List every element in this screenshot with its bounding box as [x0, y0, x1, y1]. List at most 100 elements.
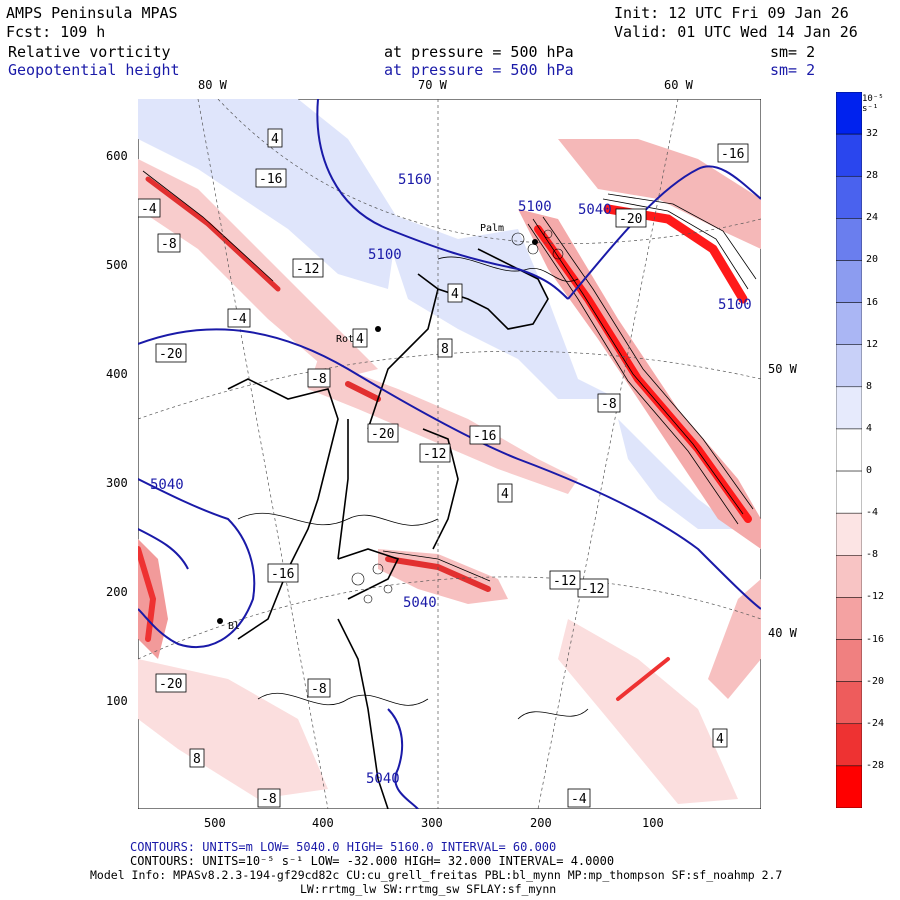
- svg-text:5040: 5040: [150, 477, 184, 493]
- vorticity-label: -8: [311, 682, 327, 697]
- vorticity-label-box: [267, 563, 299, 583]
- vorticity-label: -8: [161, 237, 177, 252]
- vorticity-label: -12: [423, 447, 446, 462]
- vorticity-label-box: [292, 258, 324, 278]
- vorticity-label-box: [157, 233, 181, 253]
- vorticity-label: -20: [159, 347, 182, 362]
- colorbar-cell: [836, 260, 862, 303]
- vorticity-label-box: [419, 443, 451, 463]
- vorticity-label: -4: [571, 792, 587, 807]
- svg-text:5100: 5100: [368, 247, 402, 263]
- colorbar-cell: [836, 723, 862, 767]
- place-label: Palm: [480, 223, 504, 234]
- colorbar-label: -4: [866, 507, 879, 519]
- vorticity-contours: [142, 170, 757, 720]
- colorbar-label: 12: [866, 338, 879, 350]
- colorbar-label: -20: [866, 675, 885, 687]
- place-label: Rothe: [336, 334, 366, 345]
- y-tick: 600: [106, 149, 128, 163]
- height-contour-labels: 5040 5100 5160 5100 5040 5040 5040 5100: [150, 172, 752, 787]
- vorticity-label: -8: [311, 372, 327, 387]
- field2-pressure: at pressure = 500 hPa: [384, 61, 574, 79]
- place-label: Bl: [228, 621, 240, 632]
- colorbar-label: -16: [866, 633, 885, 645]
- vorticity-label: 4: [356, 332, 364, 347]
- vorticity-label: -12: [296, 262, 319, 277]
- colorbar-unit: 10⁻⁵ s⁻¹: [862, 94, 884, 114]
- colorbar-cell: [836, 639, 862, 682]
- x-tick: 500: [204, 816, 226, 830]
- colorbar-label: -12: [866, 591, 885, 603]
- vorticity-label-box: [615, 208, 647, 228]
- svg-text:5040: 5040: [578, 202, 612, 218]
- colorbar-label: 24: [866, 212, 879, 224]
- colorbar-label: -8: [866, 549, 879, 561]
- colorbar-label: 28: [866, 170, 879, 182]
- colorbar-label: 32: [866, 128, 879, 140]
- vorticity-label-box: [227, 308, 251, 328]
- svg-text:5160: 5160: [398, 172, 432, 188]
- vorticity-label-box: [597, 393, 621, 413]
- init-time: Init: 12 UTC Fri 09 Jan 26: [614, 4, 849, 22]
- lon-label: 40 W: [768, 626, 797, 640]
- colorbar-cell: [836, 302, 862, 345]
- colorbar-cell: [836, 386, 862, 430]
- colorbar-label: 0: [866, 465, 873, 477]
- vorticity-label-box: [307, 368, 331, 388]
- lon-label: 50 W: [768, 362, 797, 376]
- vorticity-label: 8: [193, 752, 201, 767]
- geopotential-height-contours: [138, 99, 761, 809]
- vorticity-label: -16: [473, 429, 496, 444]
- field2-name: Geopotential height: [8, 61, 180, 79]
- vorticity-label-box: [497, 483, 513, 503]
- terrain-contours: [351, 229, 564, 604]
- y-tick: 300: [106, 476, 128, 490]
- field1-sm: sm= 2: [770, 43, 816, 61]
- colorbar-label: -24: [866, 717, 885, 729]
- y-tick: 500: [106, 258, 128, 272]
- vorticity-contour-info: CONTOURS: UNITS=10⁻⁵ s⁻¹ LOW= -32.000 HI…: [130, 854, 615, 868]
- lon-label: 80 W: [198, 78, 227, 92]
- svg-text:5040: 5040: [403, 595, 437, 611]
- svg-text:5100: 5100: [518, 199, 552, 215]
- vorticity-label-box: [469, 425, 501, 445]
- svg-text:5100: 5100: [718, 297, 752, 313]
- vorticity-label: -16: [271, 567, 294, 582]
- colorbar-cell: [836, 344, 862, 388]
- colorbar-cell: [836, 681, 862, 725]
- vorticity-label-box: [155, 673, 187, 693]
- colorbar-cell: [836, 597, 862, 640]
- vorticity-value-labels: 4 -4 -8 -12 -16 -20 4 8 -8 -12 -16 -20 4 -4 -8 -12 -16 -2…: [138, 128, 749, 808]
- model-title: AMPS Peninsula MPAS: [6, 4, 178, 22]
- colorbar-cell: [836, 218, 862, 261]
- vorticity-label-box: [138, 198, 161, 218]
- vorticity-label-box: [189, 748, 205, 768]
- colorbar-label: 16: [866, 296, 879, 308]
- vorticity-label: -20: [619, 212, 642, 227]
- model-info: Model Info: MPASv8.2.3-194-gf29cd82c CU:…: [90, 868, 783, 882]
- colorbar-label: 8: [866, 380, 873, 392]
- field2-sm: sm= 2: [770, 61, 816, 79]
- field1-pressure: at pressure = 500 hPa: [384, 43, 574, 61]
- vorticity-label-box: [257, 788, 281, 808]
- colorbar-label: 20: [866, 254, 879, 266]
- colorbar-cell: [836, 470, 862, 514]
- field1-name: Relative vorticity: [8, 43, 171, 61]
- station-markers: [217, 239, 538, 624]
- colorbar-cell: [836, 765, 862, 808]
- lon-label: 60 W: [664, 78, 693, 92]
- x-tick: 100: [642, 816, 664, 830]
- x-tick: 300: [421, 816, 443, 830]
- model-physics: LW:rrtmg_lw SW:rrtmg_sw SFLAY:sf_mynn: [300, 882, 557, 896]
- valid-time: Valid: 01 UTC Wed 14 Jan 26: [614, 23, 858, 41]
- vorticity-map: Palm Rothe Bl 5040 5100 5160 5100 5040 5…: [138, 99, 761, 809]
- vorticity-label-box: [367, 423, 399, 443]
- vorticity-label-box: [447, 283, 463, 303]
- vorticity-label-box: [717, 143, 749, 163]
- x-tick: 200: [530, 816, 552, 830]
- colorbar-label: -28: [866, 759, 885, 771]
- lon-label: 70 W: [418, 78, 447, 92]
- vorticity-label-box: [352, 328, 368, 348]
- vorticity-label: -12: [553, 574, 576, 589]
- y-tick: 400: [106, 367, 128, 381]
